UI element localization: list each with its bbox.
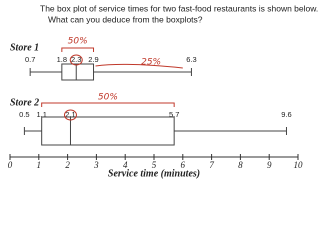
annotation-curve [95, 63, 183, 69]
x-tick-label: 9 [267, 160, 272, 170]
store-label: Store 2 [10, 97, 39, 108]
x-tick-label: 10 [294, 160, 304, 170]
value-label: 6.3 [186, 55, 196, 64]
value-label: 2.1 [65, 110, 75, 119]
x-tick-label: 0 [8, 160, 13, 170]
value-label: 1.8 [57, 55, 67, 64]
x-axis-title: Service time (minutes) [108, 168, 200, 179]
value-label: 2.9 [88, 55, 98, 64]
value-label: 0.7 [25, 55, 35, 64]
value-label: 0.5 [19, 110, 29, 119]
chart-title: The box plot of service times for two fa… [40, 3, 318, 13]
x-tick-label: 3 [93, 160, 99, 170]
store-label: Store 1 [10, 42, 39, 53]
x-tick-label: 1 [37, 160, 42, 170]
annotation-bracket [41, 102, 175, 107]
annotation-bracket [61, 47, 95, 52]
annotation: 25% [141, 58, 161, 68]
value-label: 5.7 [169, 110, 179, 119]
x-tick-label: 6 [181, 160, 186, 170]
box [61, 63, 95, 81]
box [41, 116, 175, 146]
x-tick-label: 8 [238, 160, 243, 170]
annotation-circle [63, 109, 77, 121]
value-label: 2.3 [71, 55, 81, 64]
x-tick-label: 5 [152, 160, 157, 170]
x-tick-label: 7 [209, 160, 214, 170]
annotation: 50% [98, 93, 118, 103]
value-label: 9.6 [281, 110, 291, 119]
annotation-circle [69, 54, 83, 66]
chart: The box plot of service times for two fa… [8, 3, 319, 179]
annotation: 50% [68, 37, 88, 47]
chart-subtitle: What can you deduce from the boxplots? [48, 14, 203, 24]
x-tick-label: 2 [65, 160, 70, 170]
value-label: 1.1 [36, 110, 46, 119]
x-tick-label: 4 [123, 160, 128, 170]
